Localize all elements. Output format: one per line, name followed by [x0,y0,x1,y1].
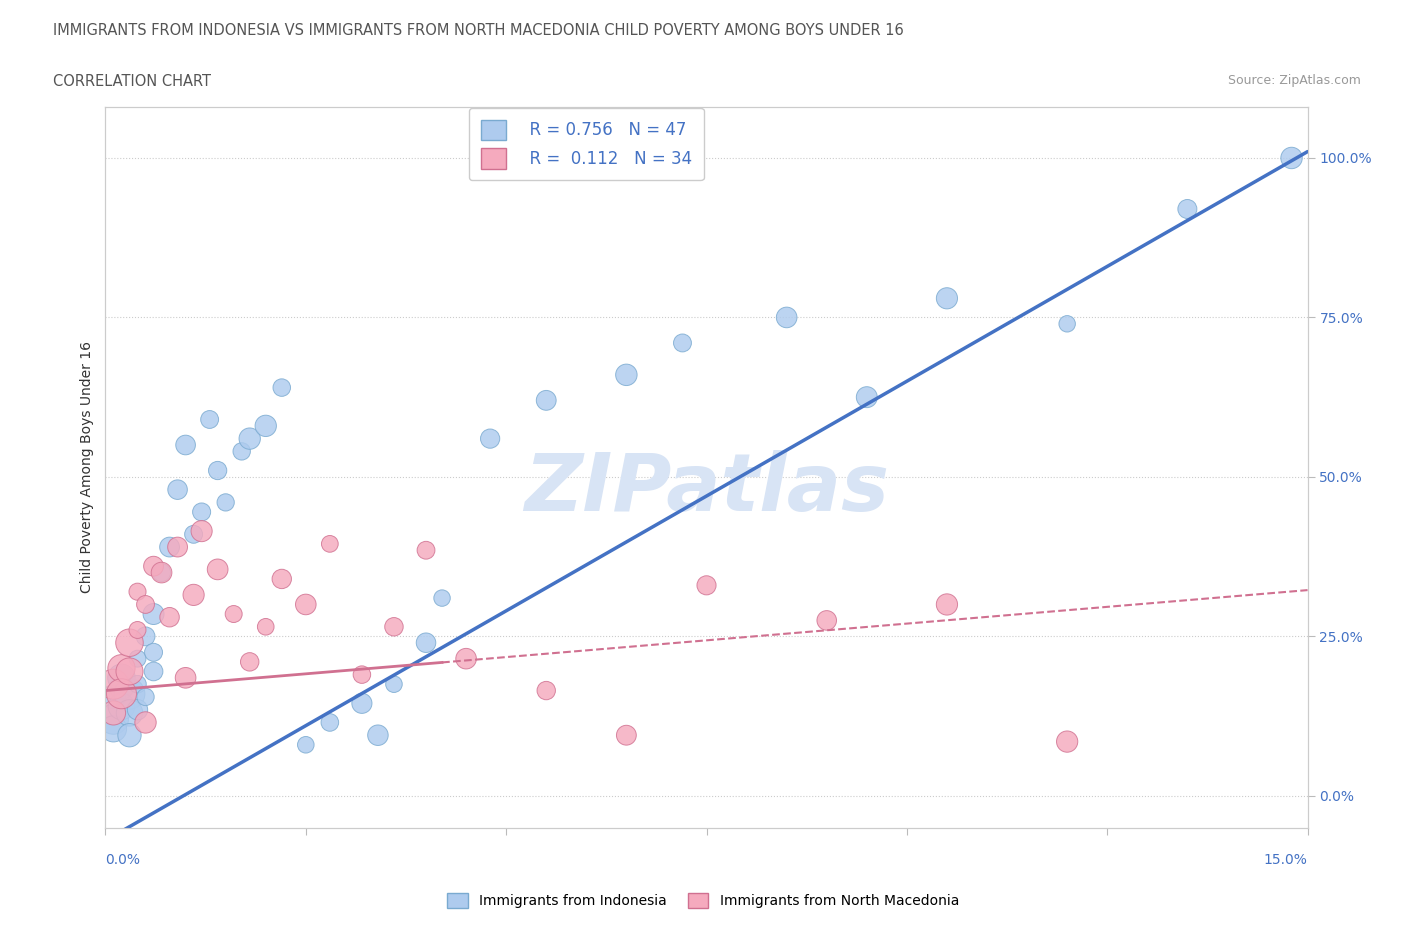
Point [150,565,173,580]
Point [118,686,141,701]
Point [350,667,373,682]
Point [135,597,157,612]
Point [118,635,141,650]
Point [110,661,132,676]
Point [190,524,212,538]
Point [350,696,373,711]
Point [103,677,125,692]
Point [159,539,181,554]
Text: ZIPatlas: ZIPatlas [524,450,889,528]
Point [534,392,557,407]
Point [319,537,342,551]
Point [936,291,959,306]
Point [166,483,188,498]
Point [415,543,437,558]
Point [616,367,638,382]
Point [150,565,173,580]
Point [103,722,125,737]
Point [319,715,342,730]
Point [815,613,838,628]
Point [430,591,453,605]
Point [254,418,277,433]
Point [270,572,292,587]
Point [127,584,149,599]
Point [382,677,405,692]
Point [454,651,477,666]
Point [295,597,318,612]
Point [270,380,292,395]
Point [1056,734,1078,749]
Point [776,310,799,325]
Point [103,689,125,704]
Point [534,684,557,698]
Point [103,706,125,721]
Point [183,527,205,542]
Point [415,635,437,650]
Point [174,671,197,685]
Point [479,432,502,446]
Point [1177,202,1199,217]
Point [295,737,318,752]
Text: Source: ZipAtlas.com: Source: ZipAtlas.com [1227,74,1361,87]
Point [142,644,165,659]
Point [127,702,149,717]
Point [696,578,718,592]
Point [135,715,157,730]
Point [198,412,221,427]
Point [142,606,165,621]
Point [127,622,149,637]
Point [254,619,277,634]
Point [159,610,181,625]
Text: 0.0%: 0.0% [105,853,141,867]
Point [367,728,389,743]
Legend: Immigrants from Indonesia, Immigrants from North Macedonia: Immigrants from Indonesia, Immigrants fr… [441,888,965,914]
Point [135,629,157,644]
Point [135,689,157,704]
Point [855,390,877,405]
Point [222,606,245,621]
Point [110,699,132,714]
Point [207,562,229,577]
Point [207,463,229,478]
Point [190,505,212,520]
Point [110,680,132,695]
Legend:   R = 0.756   N = 47,   R =  0.112   N = 34: R = 0.756 N = 47, R = 0.112 N = 34 [470,108,703,180]
Point [239,432,262,446]
Point [127,651,149,666]
Point [166,539,188,554]
Point [1281,151,1303,166]
Point [118,706,141,721]
Point [110,686,132,701]
Point [231,444,253,458]
Point [142,664,165,679]
Point [142,559,165,574]
Point [382,619,405,634]
Point [110,671,132,685]
Point [183,588,205,603]
Text: 15.0%: 15.0% [1264,853,1308,867]
Point [1056,316,1078,331]
Text: IMMIGRANTS FROM INDONESIA VS IMMIGRANTS FROM NORTH MACEDONIA CHILD POVERTY AMONG: IMMIGRANTS FROM INDONESIA VS IMMIGRANTS … [53,23,904,38]
Point [118,728,141,743]
Point [103,711,125,726]
Point [214,495,236,510]
Point [616,728,638,743]
Point [174,437,197,452]
Point [127,677,149,692]
Text: CORRELATION CHART: CORRELATION CHART [53,74,211,89]
Y-axis label: Child Poverty Among Boys Under 16: Child Poverty Among Boys Under 16 [80,341,94,593]
Point [671,336,693,351]
Point [239,655,262,670]
Point [118,664,141,679]
Point [936,597,959,612]
